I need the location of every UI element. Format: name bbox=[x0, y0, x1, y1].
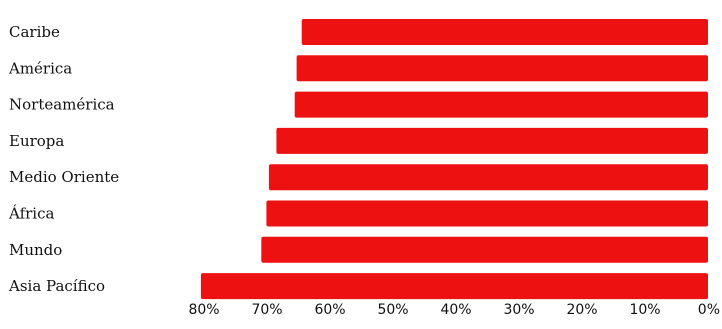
bar-0 bbox=[301, 19, 708, 45]
x-tick-label-4: 40% bbox=[440, 302, 471, 318]
x-tick-label-8: 0% bbox=[698, 302, 720, 318]
category-label-4: Medio Oriente bbox=[9, 168, 119, 186]
x-tick-label-5: 30% bbox=[503, 302, 534, 318]
x-axis-tick-labels: 80% 70% 60% 50% 40% 30% 20% 10% 0% bbox=[188, 302, 720, 318]
x-tick-label-6: 20% bbox=[566, 302, 597, 318]
category-label-5: África bbox=[8, 205, 54, 223]
category-label-6: Mundo bbox=[9, 241, 62, 259]
category-label-7: Asia Pacífico bbox=[8, 277, 105, 295]
category-labels: Caribe América Norteamérica Europa Medio Ori… bbox=[8, 23, 119, 295]
x-tick-label-1: 70% bbox=[251, 302, 282, 318]
bar-2 bbox=[294, 91, 708, 118]
category-label-2: Norteamérica bbox=[9, 96, 115, 114]
category-label-1: América bbox=[8, 59, 72, 77]
bar-6 bbox=[261, 236, 708, 263]
bar-7 bbox=[200, 273, 708, 300]
x-tick-label-0: 80% bbox=[188, 302, 219, 318]
bar-5 bbox=[266, 200, 708, 227]
x-tick-label-7: 10% bbox=[629, 302, 660, 318]
x-tick-label-3: 50% bbox=[377, 302, 408, 318]
category-label-0: Caribe bbox=[9, 23, 60, 41]
bar-1 bbox=[296, 55, 708, 82]
bar-4 bbox=[268, 164, 708, 191]
x-tick-label-2: 60% bbox=[314, 302, 345, 318]
bars-group bbox=[200, 19, 708, 300]
bar-3 bbox=[276, 127, 708, 154]
category-label-3: Europa bbox=[9, 132, 64, 150]
